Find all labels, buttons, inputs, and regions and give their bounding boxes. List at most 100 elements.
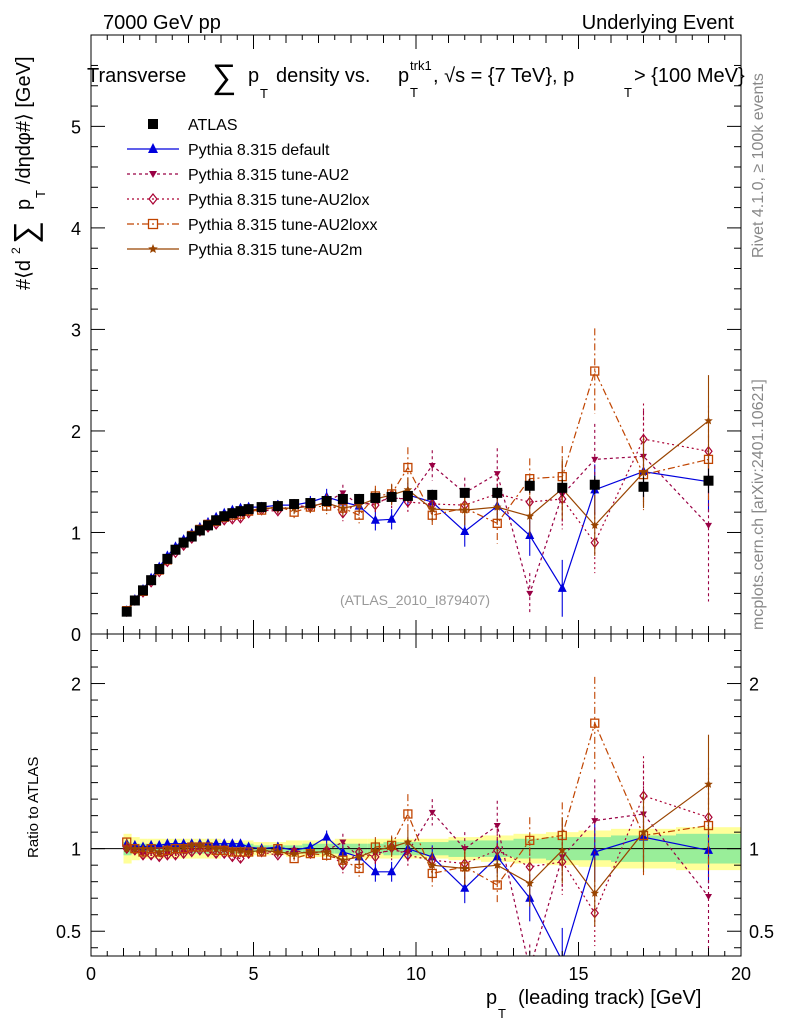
ratio-point-au2m: [138, 844, 148, 853]
ratio-point-au2m: [338, 855, 348, 864]
main-point-atlas: [459, 487, 470, 498]
legend-marker-au2lox: [148, 193, 158, 205]
ratio-line-default: [126, 836, 709, 956]
main-point-au2m: [354, 500, 364, 509]
main-point-au2: [339, 490, 347, 497]
main-point-au2m: [428, 504, 437, 513]
ratio-point-au2loxx: [403, 809, 413, 819]
main-point-atlas: [427, 489, 438, 500]
main-point-atlas: [321, 496, 332, 507]
ratio-point-au2m: [306, 847, 315, 856]
ratio-point-au2m: [146, 844, 156, 853]
main-point-au2: [705, 522, 712, 529]
title-p: p: [248, 65, 259, 87]
mcplots-label: mcplots.cern.ch [arXiv:2401.10621]: [750, 379, 767, 630]
main-y-tick-label: 4: [71, 219, 81, 239]
main-series-au2m: [122, 375, 713, 616]
main-point-atlas: [235, 506, 246, 517]
collision-label: 7000 GeV pp: [103, 12, 221, 34]
main-y-tick-label: 2: [71, 422, 81, 442]
main-point-au2m: [704, 416, 713, 425]
legend-label-au2m: Pythia 8.315 tune-AU2m: [188, 242, 362, 259]
main-point-au2m: [639, 468, 648, 477]
ratio-point-au2: [461, 846, 469, 853]
ratio-point-au2lox: [371, 851, 380, 863]
main-point-default: [387, 513, 397, 523]
ratio-point-au2m: [371, 845, 380, 854]
main-y-tick-label: 0: [71, 625, 81, 645]
ratio-point-au2m: [460, 864, 469, 873]
legend-entry-au2loxx: Pythia 8.315 tune-AU2loxx: [127, 217, 377, 234]
legend-entry-default: Pythia 8.315 default: [127, 142, 330, 159]
main-point-atlas: [211, 515, 222, 526]
ratio-y-tick-label-left: 1: [71, 840, 81, 860]
main-point-atlas: [289, 499, 300, 510]
ratio-point-au2m: [244, 847, 253, 856]
ratio-point-au2lox: [138, 849, 148, 861]
ratio-series-au2loxx: [122, 676, 714, 905]
ratio-y-tick-label-right: 2: [749, 675, 759, 695]
ratio-point-au2m: [387, 842, 396, 851]
ratio-point-au2m: [236, 845, 245, 854]
ratio-point-default: [219, 838, 229, 848]
main-point-atlas: [337, 493, 348, 504]
ratio-point-default: [162, 838, 172, 848]
main-series-au2lox: [122, 403, 713, 618]
main-point-atlas: [154, 564, 165, 575]
ratio-point-default: [370, 866, 380, 876]
xlabel-sub: T: [498, 1006, 506, 1021]
ratio-point-au2m: [130, 844, 140, 853]
main-point-atlas: [354, 493, 365, 504]
legend: ATLAS Pythia 8.315 default Pythia 8.315 tu…: [127, 117, 377, 259]
title-sum-symbol: ∑: [212, 58, 236, 96]
legend-entry-atlas: ATLAS: [148, 117, 238, 134]
main-point-atlas: [557, 482, 568, 493]
ratio-point-au2loxx: [590, 718, 600, 728]
main-point-default: [370, 514, 380, 524]
ratio-point-au2m: [179, 842, 188, 851]
main-point-atlas: [272, 501, 283, 512]
ratio-point-au2m: [163, 844, 172, 853]
legend-entry-au2lox: Pythia 8.315 tune-AU2lox: [127, 192, 369, 209]
legend-marker-default: [148, 143, 158, 153]
ylabel-suffix: /dηdφ#⟩ [GeV]: [13, 56, 35, 184]
ratio-point-default: [236, 838, 245, 848]
ratio-point-au2m: [403, 837, 413, 846]
main-point-atlas: [146, 575, 157, 586]
main-series-atlas: [121, 468, 714, 617]
title-mid: density vs.: [276, 65, 370, 87]
ratio-point-default: [211, 838, 221, 848]
ratio-series-au2m: [122, 734, 713, 927]
main-point-atlas: [178, 537, 189, 548]
title-tail: , √s = {7 TeV}, p: [433, 65, 574, 87]
main-point-atlas: [638, 481, 649, 492]
ylabel-sup: 2: [9, 247, 23, 254]
x-tick-label: 0: [86, 964, 96, 984]
legend-label-au2lox: Pythia 8.315 tune-AU2lox: [188, 192, 369, 209]
main-point-atlas: [589, 479, 600, 490]
main-point-atlas: [305, 498, 316, 509]
main-point-au2: [526, 590, 534, 597]
main-point-atlas: [194, 525, 205, 536]
main-point-atlas: [203, 520, 213, 531]
legend-entry-au2: Pythia 8.315 tune-AU2: [127, 167, 349, 184]
analysis-watermark: (ATLAS_2010_I879407): [340, 592, 490, 608]
legend-label-au2loxx: Pythia 8.315 tune-AU2loxx: [188, 217, 377, 234]
analysis-label: Underlying Event: [582, 12, 735, 34]
legend-marker-au2loxx: [147, 218, 159, 230]
ratio-point-au2lox: [219, 848, 229, 860]
ratio-point-au2m: [558, 845, 567, 854]
ratio-point-au2lox: [146, 849, 156, 861]
plot-title: Transverse ∑ p T density vs. p T trk1 , …: [87, 58, 745, 101]
title-tail-sub: T: [624, 85, 632, 100]
title-p-sub: T: [260, 86, 268, 101]
main-point-au2m: [338, 503, 348, 512]
ratio-point-au2m: [289, 849, 299, 858]
ratio-point-au2: [705, 894, 712, 901]
ratio-point-au2: [591, 818, 599, 825]
main-point-au2lox: [236, 512, 245, 524]
main-point-atlas: [227, 508, 238, 519]
ratio-point-au2: [339, 839, 347, 846]
ratio-point-au2lox: [236, 853, 245, 865]
ratio-y-tick-label-left: 2: [71, 675, 81, 695]
